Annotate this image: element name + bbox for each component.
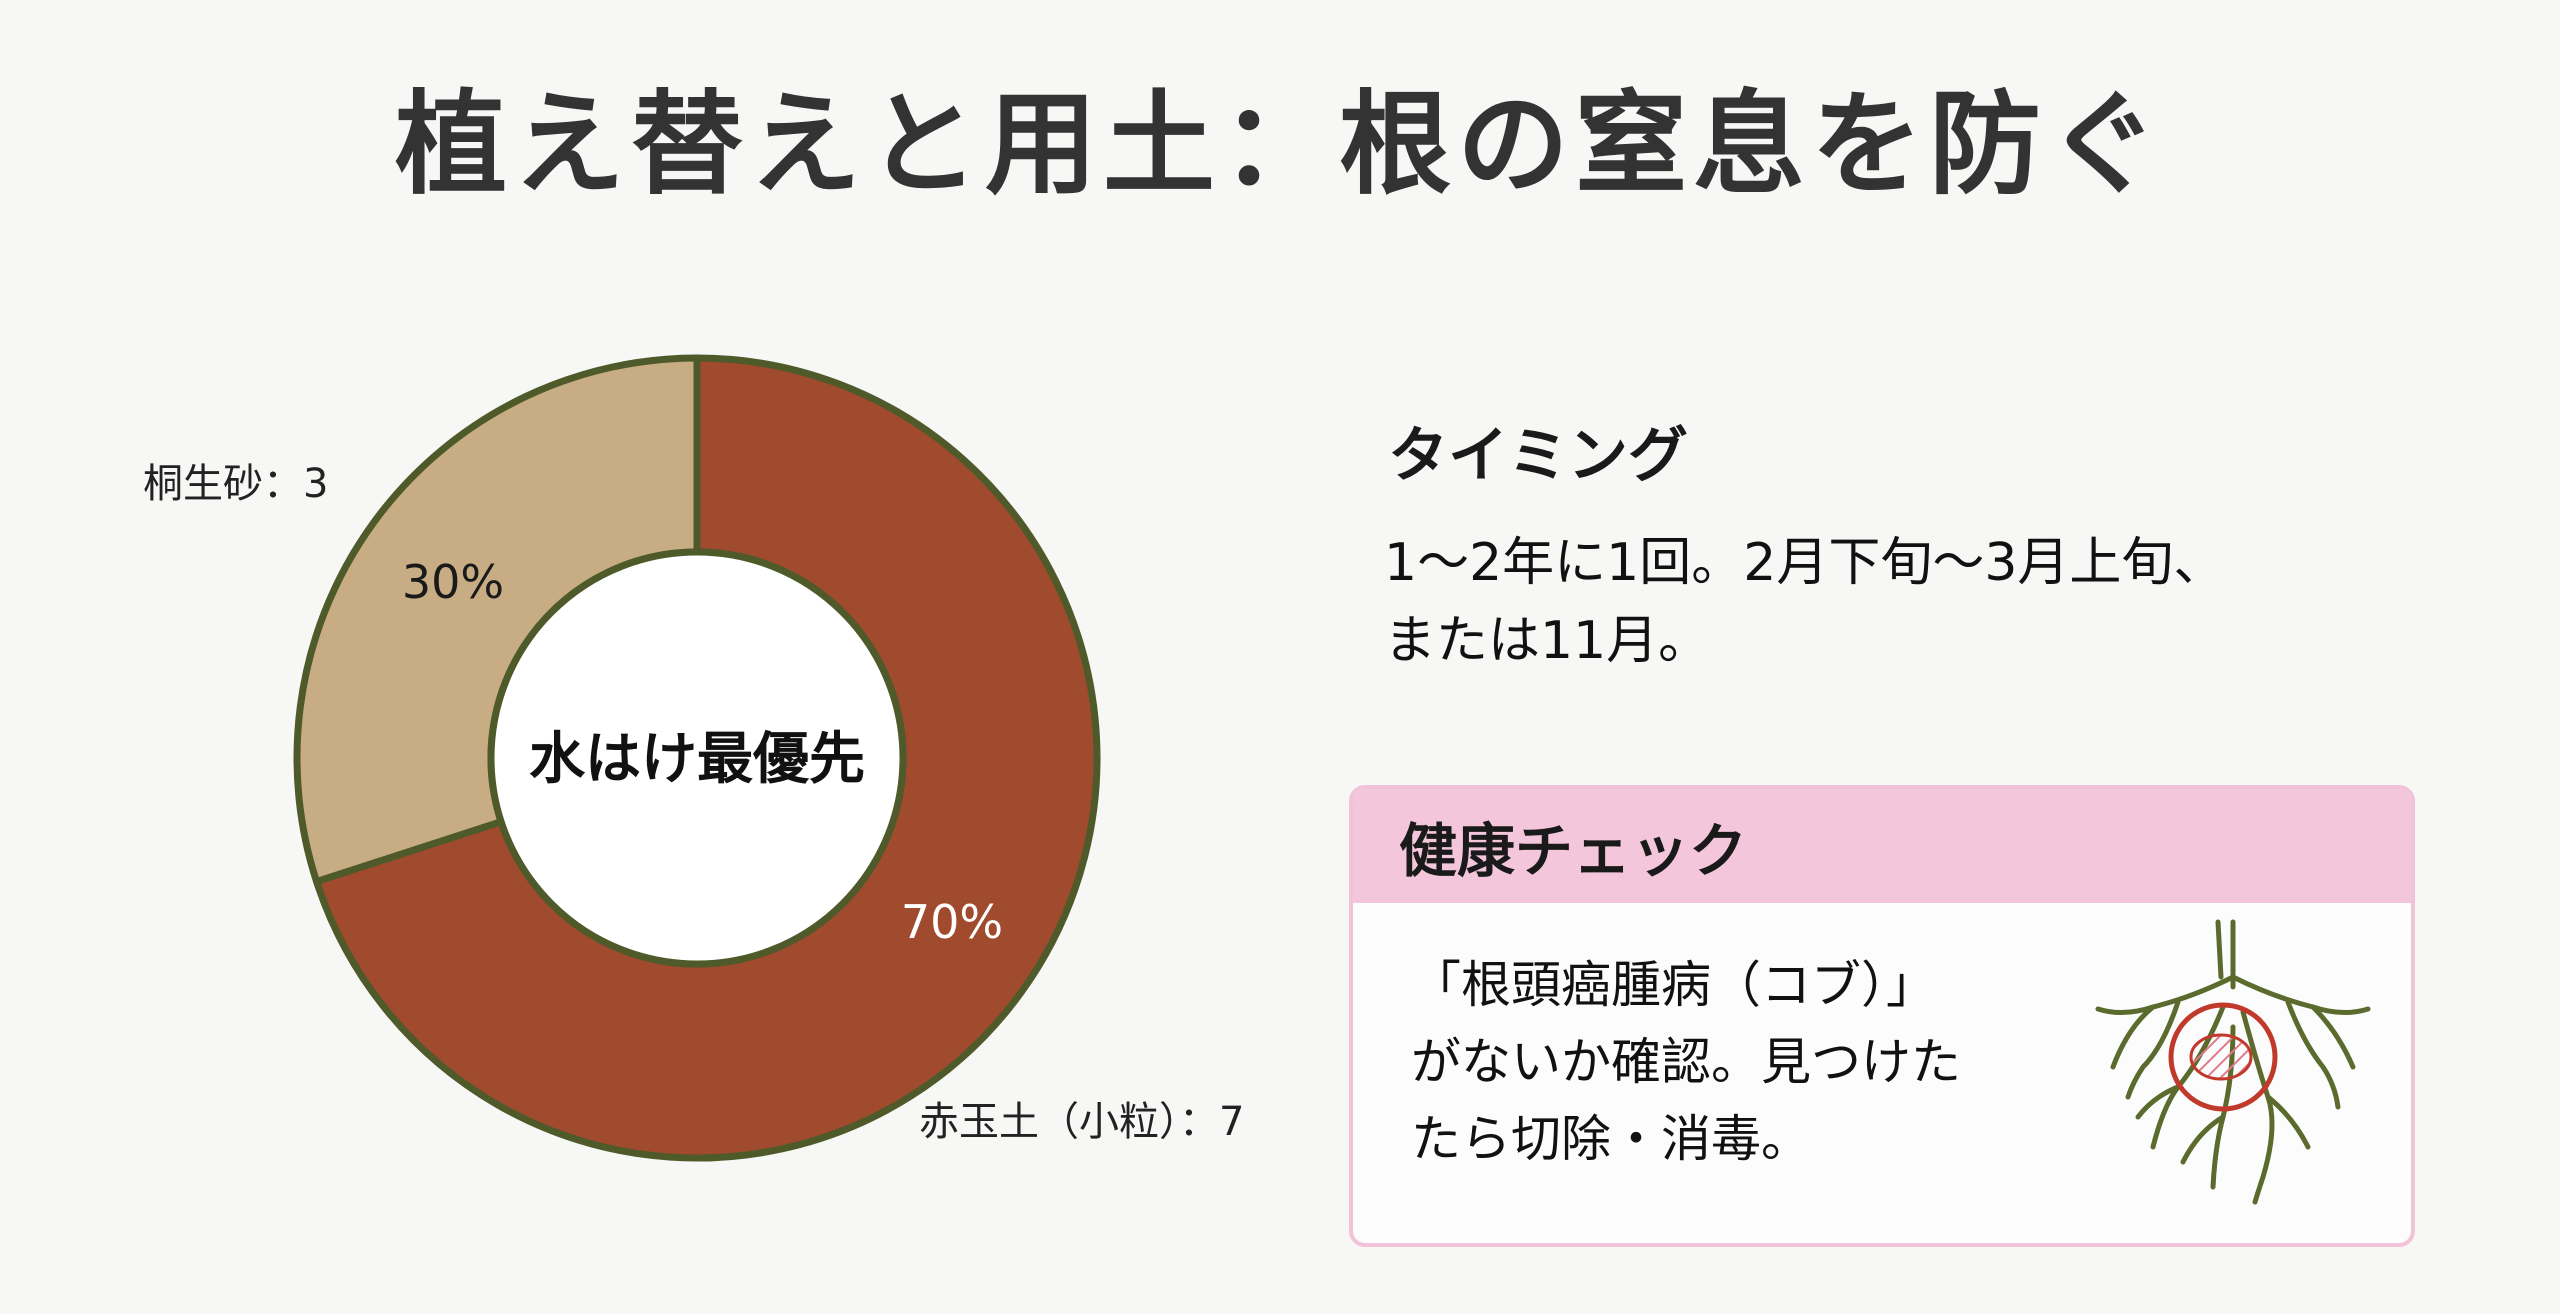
donut-center-label: 水はけ最優先 xyxy=(529,727,865,792)
root-gall-icon xyxy=(2095,919,2371,1205)
health-check-heading: 健康チェック xyxy=(1353,789,2411,903)
timing-text-line1: 1～2年に1回。2月下旬～3月上旬、 xyxy=(1384,533,2226,593)
page-title: 植え替えと用土：根の窒息を防ぐ xyxy=(395,79,2165,210)
timing-text: 1～2年に1回。2月下旬～3月上旬、 または11月。 xyxy=(1384,524,2384,680)
health-check-text: 「根頭癌腫病（コブ）」 がないか確認。見つけた たら切除・消毒。 xyxy=(1411,956,1961,1168)
timing-heading: タイミング xyxy=(1388,421,1688,491)
slice-outer-label-aka: 赤玉土（小粒）：7 xyxy=(919,1099,1244,1145)
timing-text-line2: または11月。 xyxy=(1384,611,1711,671)
slice-outer-label-kiryu: 桐生砂：3 xyxy=(143,461,328,507)
slice-pct-label-aka: 70% xyxy=(901,895,1003,949)
health-check-card: 健康チェック 「根頭癌腫病（コブ）」 がないか確認。見つけた たら切除・消毒。 xyxy=(1349,785,2415,1247)
slice-pct-label-kiryu: 30% xyxy=(402,555,504,609)
donut-chart: 水はけ最優先 70% 30% 桐生砂：3 赤玉土（小粒）：7 xyxy=(143,354,1244,1162)
